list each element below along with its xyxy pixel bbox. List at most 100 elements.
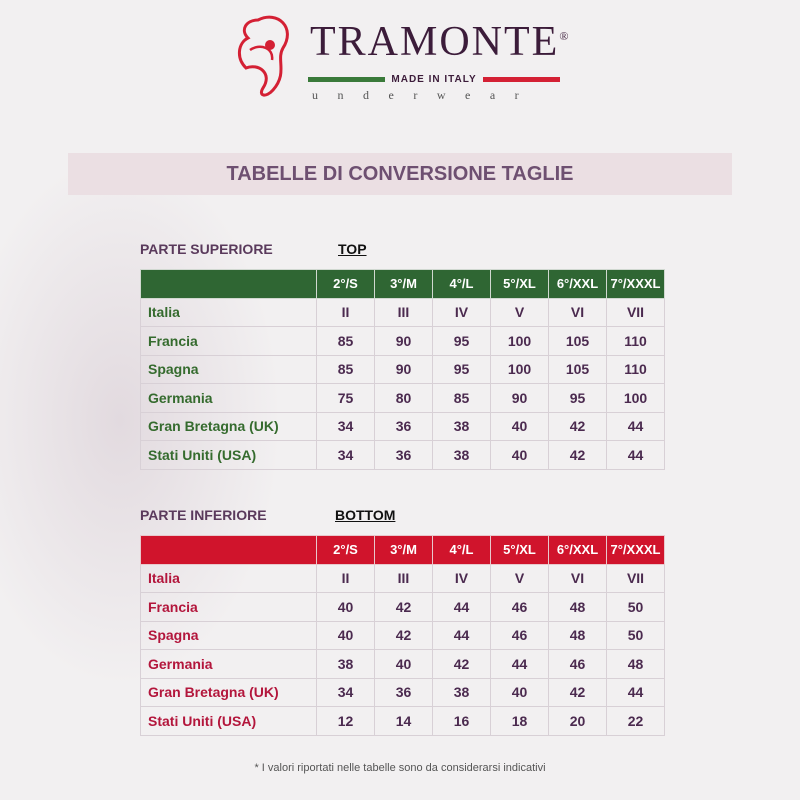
size-cell: 42 — [548, 411, 607, 441]
country-label: Germania — [140, 649, 317, 679]
size-cell: 44 — [490, 649, 549, 679]
country-label: Spagna — [140, 620, 317, 650]
header-corner — [140, 269, 317, 299]
size-cell: 100 — [490, 354, 549, 384]
size-cell: 95 — [432, 354, 491, 384]
top-size-table: 2°/S 3°/M 4°/L 5°/XL 6°/XXL 7°/XXXL Italia II II… — [140, 269, 665, 470]
size-cell: 50 — [606, 592, 665, 622]
country-label: Italia — [140, 563, 317, 593]
table-row: Italia II III IV V VI VII — [140, 563, 665, 593]
size-cell: 85 — [316, 354, 375, 384]
size-cell: 46 — [548, 649, 607, 679]
column-header: 2°/S — [316, 269, 375, 299]
size-cell: 40 — [490, 677, 549, 707]
page-title: TABELLE DI CONVERSIONE TAGLIE — [68, 153, 732, 195]
size-cell: 75 — [316, 383, 375, 413]
size-cell: 36 — [374, 440, 433, 470]
table-row: Francia 85 90 95 100 105 110 — [140, 326, 665, 356]
size-cell: 44 — [432, 620, 491, 650]
size-cell: 44 — [606, 677, 665, 707]
size-cell: 36 — [374, 411, 433, 441]
header-row: 2°/S 3°/M 4°/L 5°/XL 6°/XXL 7°/XXXL — [140, 269, 665, 299]
size-cell: 95 — [432, 326, 491, 356]
size-cell: 40 — [316, 620, 375, 650]
column-header: 2°/S — [316, 535, 375, 565]
size-cell: 42 — [374, 620, 433, 650]
country-label: Spagna — [140, 354, 317, 384]
top-section-label: TOP — [338, 241, 367, 257]
table-row: Germania 38 40 42 44 46 48 — [140, 649, 665, 679]
size-cell: 22 — [606, 706, 665, 736]
column-header: 3°/M — [374, 535, 433, 565]
size-cell: 42 — [548, 677, 607, 707]
table-row: Spagna 40 42 44 46 48 50 — [140, 620, 665, 650]
country-label: Gran Bretagna (UK) — [140, 677, 317, 707]
country-label: Francia — [140, 326, 317, 356]
size-cell: 85 — [316, 326, 375, 356]
size-cell: 90 — [490, 383, 549, 413]
column-header: 5°/XL — [490, 269, 549, 299]
size-cell: 36 — [374, 677, 433, 707]
size-cell: 40 — [490, 411, 549, 441]
size-cell: 12 — [316, 706, 375, 736]
table-row: Spagna 85 90 95 100 105 110 — [140, 354, 665, 384]
country-label: Stati Uniti (USA) — [140, 706, 317, 736]
size-cell: 90 — [374, 354, 433, 384]
size-cell: VI — [548, 297, 607, 327]
country-label: Italia — [140, 297, 317, 327]
size-cell: 42 — [374, 592, 433, 622]
size-cell: 105 — [548, 326, 607, 356]
size-cell: 50 — [606, 620, 665, 650]
size-cell: 100 — [606, 383, 665, 413]
bottom-size-table: 2°/S 3°/M 4°/L 5°/XL 6°/XXL 7°/XXXL Italia II II… — [140, 535, 665, 736]
column-header: 3°/M — [374, 269, 433, 299]
size-cell: 42 — [432, 649, 491, 679]
size-cell: VII — [606, 563, 665, 593]
size-cell: VII — [606, 297, 665, 327]
size-cell: 44 — [432, 592, 491, 622]
bottom-section-label: BOTTOM — [335, 507, 396, 523]
size-cell: 34 — [316, 677, 375, 707]
column-header: 7°/XXXL — [606, 535, 665, 565]
size-cell: III — [374, 563, 433, 593]
size-cell: 38 — [432, 440, 491, 470]
size-cell: V — [490, 563, 549, 593]
column-header: 4°/L — [432, 535, 491, 565]
size-cell: 46 — [490, 592, 549, 622]
table-row: Francia 40 42 44 46 48 50 — [140, 592, 665, 622]
country-label: Stati Uniti (USA) — [140, 440, 317, 470]
column-header: 5°/XL — [490, 535, 549, 565]
table-row: Gran Bretagna (UK) 34 36 38 40 42 44 — [140, 677, 665, 707]
country-label: Gran Bretagna (UK) — [140, 411, 317, 441]
column-header: 6°/XXL — [548, 269, 607, 299]
sub-brand: underwear — [312, 88, 539, 102]
size-cell: II — [316, 563, 375, 593]
country-label: Francia — [140, 592, 317, 622]
size-cell: 18 — [490, 706, 549, 736]
size-cell: 40 — [316, 592, 375, 622]
size-cell: 14 — [374, 706, 433, 736]
tagline: MADE IN ITALY — [308, 74, 561, 85]
bird-emblem-icon — [238, 15, 289, 97]
size-cell: 110 — [606, 354, 665, 384]
size-cell: 38 — [432, 411, 491, 441]
country-label: Germania — [140, 383, 317, 413]
size-cell: 34 — [316, 440, 375, 470]
size-cell: 80 — [374, 383, 433, 413]
size-cell: IV — [432, 563, 491, 593]
size-cell: 44 — [606, 411, 665, 441]
size-cell: 48 — [606, 649, 665, 679]
size-cell: 40 — [374, 649, 433, 679]
table-row: Stati Uniti (USA) 12 14 16 18 20 22 — [140, 706, 665, 736]
table-row: Italia II III IV V VI VII — [140, 297, 665, 327]
top-section-title: PARTE SUPERIORE — [140, 241, 273, 257]
size-cell: 44 — [606, 440, 665, 470]
header-corner — [140, 535, 317, 565]
size-cell: 48 — [548, 620, 607, 650]
size-cell: 46 — [490, 620, 549, 650]
size-cell: 40 — [490, 440, 549, 470]
size-cell: 90 — [374, 326, 433, 356]
size-cell: 34 — [316, 411, 375, 441]
column-header: 7°/XXXL — [606, 269, 665, 299]
size-cell: 105 — [548, 354, 607, 384]
